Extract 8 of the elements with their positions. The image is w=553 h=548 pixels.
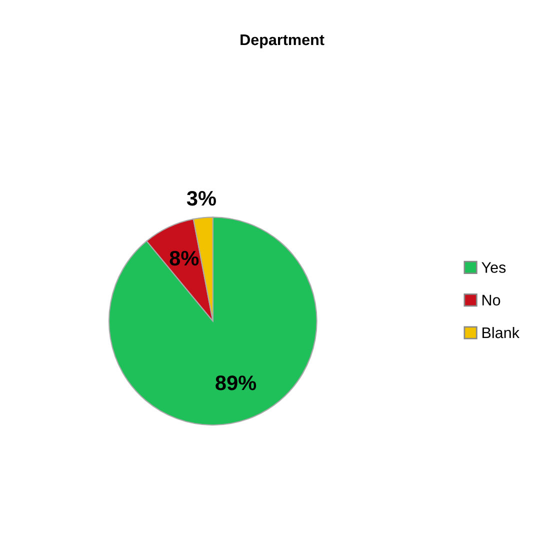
legend-label: Yes	[482, 262, 506, 273]
data-label: 8%	[170, 250, 199, 266]
data-label: 89%	[216, 376, 256, 390]
legend-label: Blank	[482, 326, 520, 338]
data-label: 3%	[186, 190, 216, 206]
pie-slice	[108, 216, 318, 426]
legend-label: No	[482, 294, 500, 306]
chart-title: Department	[240, 34, 324, 48]
